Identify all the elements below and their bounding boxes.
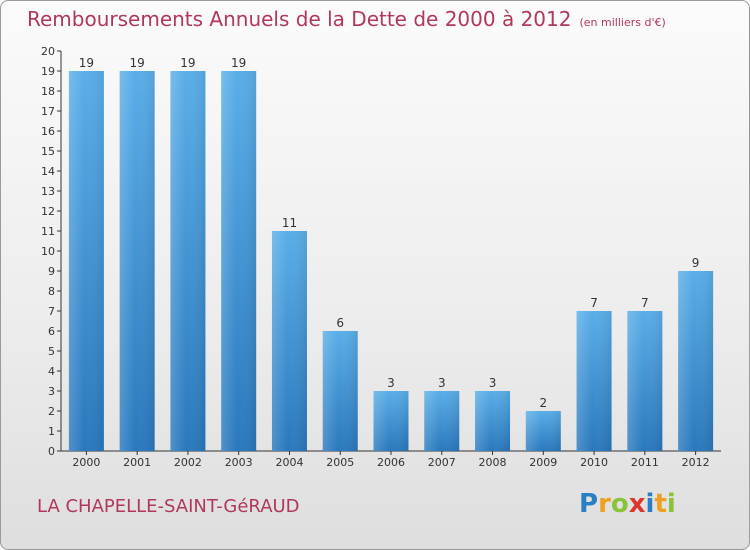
y-tick-label: 8 [48, 285, 55, 298]
y-tick-label: 7 [48, 305, 55, 318]
x-tick-label: 2011 [631, 456, 659, 469]
bar-highlight [322, 331, 358, 451]
y-tick-label: 2 [48, 405, 55, 418]
y-tick-label: 5 [48, 345, 55, 358]
x-tick-label: 2006 [377, 456, 405, 469]
x-tick-label: 2010 [580, 456, 608, 469]
x-tick-label: 2003 [225, 456, 253, 469]
bar-highlight [119, 71, 155, 451]
bar-value-label: 19 [79, 56, 94, 70]
logo-letter: i [645, 489, 655, 519]
bar-highlight [373, 391, 409, 451]
bar-highlight [475, 391, 511, 451]
x-tick-label: 2012 [682, 456, 710, 469]
logo-letter: r [598, 489, 611, 519]
logo-letter: x [628, 489, 646, 519]
bar-value-label: 19 [231, 56, 246, 70]
logo-letter: t [654, 489, 667, 519]
bar-highlight [170, 71, 206, 451]
bar-highlight [68, 71, 104, 451]
bar-highlight [627, 311, 663, 451]
y-tick-label: 12 [41, 205, 55, 218]
y-tick-label: 10 [41, 245, 55, 258]
bar-highlight [271, 231, 307, 451]
bar-value-label: 19 [130, 56, 145, 70]
bar-value-label: 6 [336, 316, 344, 330]
bar-value-label: 3 [438, 376, 446, 390]
bar-highlight [576, 311, 612, 451]
x-tick-label: 2002 [174, 456, 202, 469]
bar-value-label: 9 [692, 256, 700, 270]
chart-title-text: Remboursements Annuels de la Dette de 20… [27, 7, 572, 31]
x-tick-label: 2001 [123, 456, 151, 469]
y-tick-label: 16 [41, 125, 55, 138]
y-tick-label: 17 [41, 105, 55, 118]
y-tick-label: 19 [41, 65, 55, 78]
y-tick-label: 9 [48, 265, 55, 278]
y-tick-label: 0 [48, 445, 55, 458]
y-tick-label: 11 [41, 225, 55, 238]
bar-value-label: 7 [641, 296, 649, 310]
bar-value-label: 19 [180, 56, 195, 70]
bar-value-label: 2 [539, 396, 547, 410]
y-tick-label: 15 [41, 145, 55, 158]
bar-highlight [525, 411, 561, 451]
y-tick-label: 1 [48, 425, 55, 438]
y-tick-label: 4 [48, 365, 55, 378]
proxiti-logo: Proxiti [579, 489, 676, 519]
chart-subtitle: (en milliers d'€) [579, 16, 666, 29]
place-name: LA CHAPELLE-SAINT-GéRAUD [37, 496, 300, 517]
bar-value-label: 3 [489, 376, 497, 390]
x-tick-label: 2005 [326, 456, 354, 469]
bar-value-label: 11 [282, 216, 297, 230]
y-tick-label: 3 [48, 385, 55, 398]
y-tick-label: 6 [48, 325, 55, 338]
x-tick-label: 2008 [479, 456, 507, 469]
x-tick-label: 2007 [428, 456, 456, 469]
bar-highlight [221, 71, 257, 451]
bar-value-label: 3 [387, 376, 395, 390]
logo-letter: o [610, 489, 629, 519]
x-tick-label: 2000 [72, 456, 100, 469]
x-tick-label: 2004 [275, 456, 303, 469]
chart-title: Remboursements Annuels de la Dette de 20… [27, 7, 666, 31]
bar-highlight [678, 271, 714, 451]
logo-letter: P [579, 489, 599, 519]
y-tick-label: 13 [41, 185, 55, 198]
y-tick-label: 20 [41, 45, 55, 58]
y-tick-label: 18 [41, 85, 55, 98]
bar-value-label: 7 [590, 296, 598, 310]
bar-highlight [424, 391, 460, 451]
y-tick-label: 14 [41, 165, 55, 178]
logo-letter: i [666, 489, 676, 519]
x-tick-label: 2009 [529, 456, 557, 469]
